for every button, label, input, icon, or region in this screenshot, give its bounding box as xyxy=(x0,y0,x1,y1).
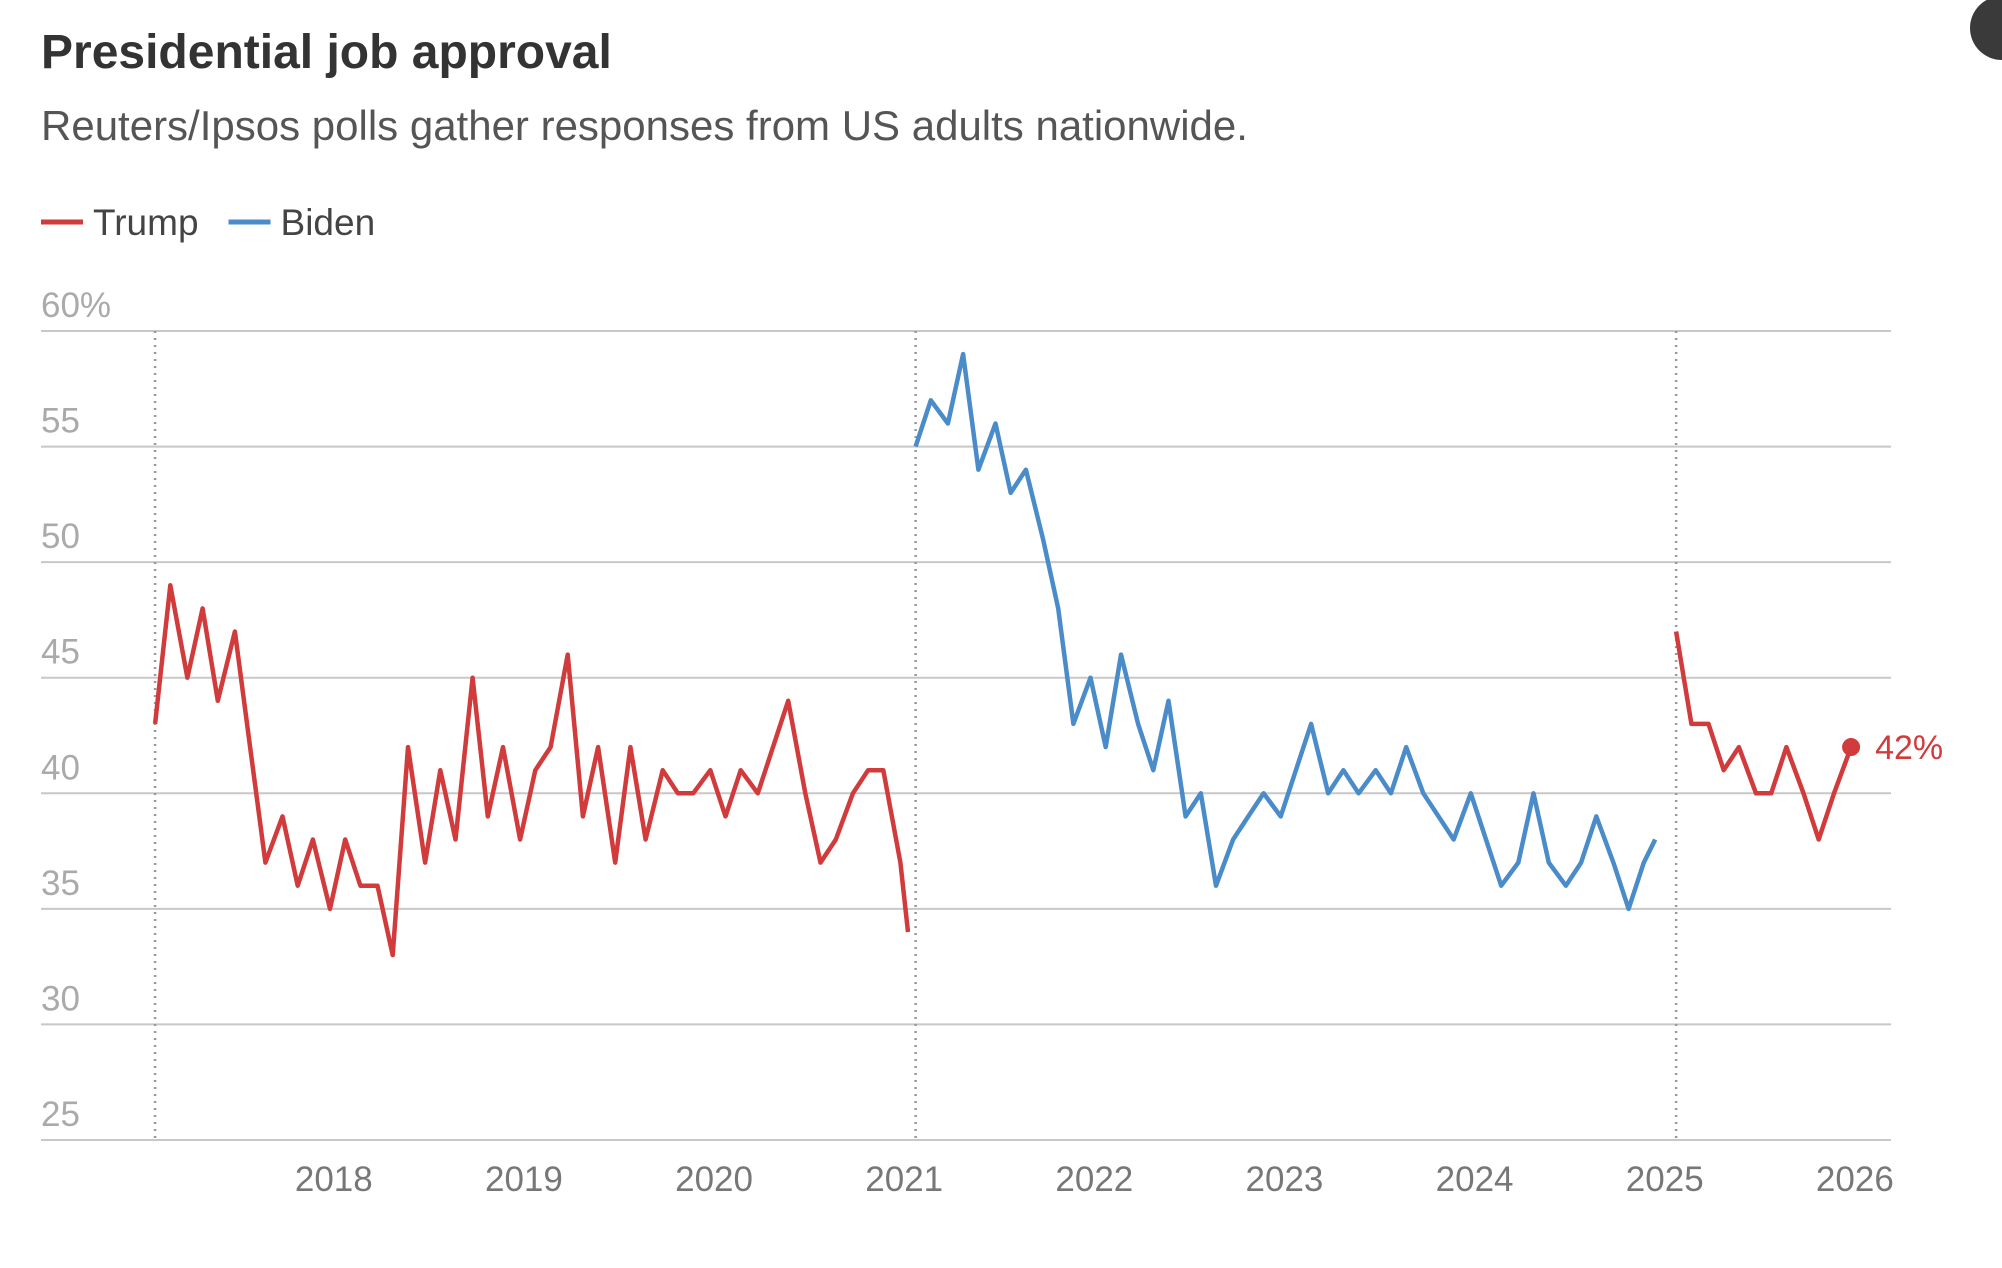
legend-label: Trump xyxy=(93,202,199,243)
y-tick-label: 60% xyxy=(41,286,111,325)
x-tick-label: 2024 xyxy=(1436,1160,1514,1199)
chart-title: Presidential job approval xyxy=(41,26,612,79)
y-tick-label: 35 xyxy=(41,864,80,903)
y-tick-label: 50 xyxy=(41,517,80,556)
x-tick-label: 2023 xyxy=(1246,1160,1324,1199)
end-label: 42% xyxy=(1875,729,1943,767)
legend-label: Biden xyxy=(281,202,376,243)
y-tick-label: 55 xyxy=(41,402,80,441)
x-tick-label: 2020 xyxy=(675,1160,753,1199)
x-tick-label: 2025 xyxy=(1626,1160,1704,1199)
y-tick-label: 40 xyxy=(41,748,80,787)
series-line xyxy=(152,583,1854,958)
x-tick-label: 2021 xyxy=(865,1160,943,1199)
series-line xyxy=(913,351,1658,912)
chart-subtitle: Reuters/Ipsos polls gather responses fro… xyxy=(41,102,1248,149)
y-tick-label: 45 xyxy=(41,633,80,672)
x-tick-label: 2019 xyxy=(485,1160,563,1199)
y-tick-label: 30 xyxy=(41,979,80,1018)
end-point xyxy=(1842,738,1861,757)
x-tick-label: 2026 xyxy=(1816,1160,1894,1199)
close-button[interactable] xyxy=(1970,0,2002,60)
x-tick-label: 2018 xyxy=(295,1160,373,1199)
y-tick-label: 25 xyxy=(41,1095,80,1134)
x-tick-label: 2022 xyxy=(1055,1160,1133,1199)
